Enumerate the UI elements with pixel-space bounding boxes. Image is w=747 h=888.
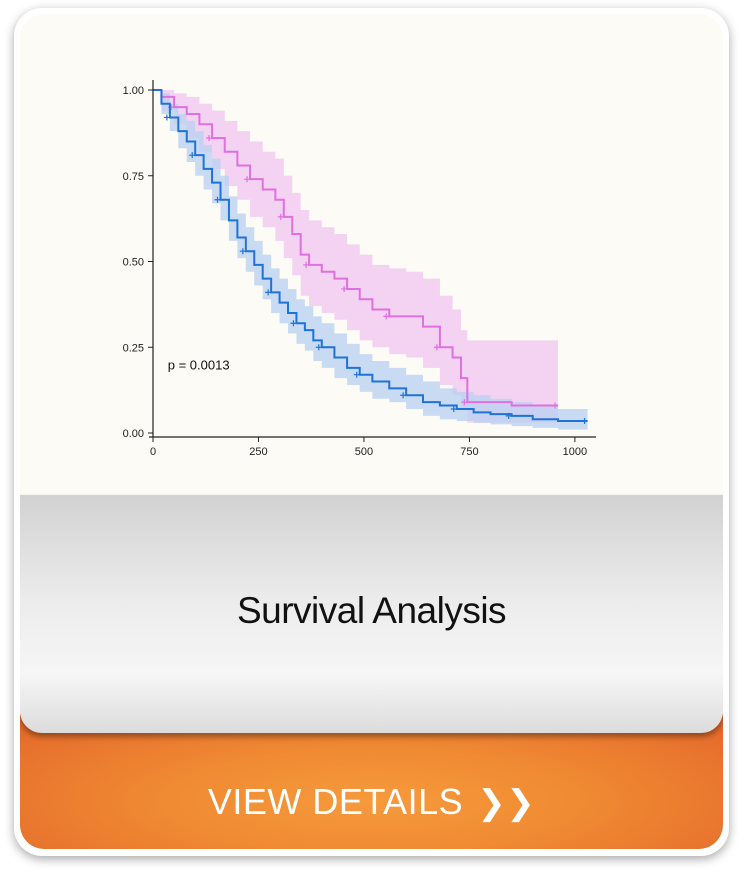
y-tick-label: 1.00 [123,85,144,97]
censor-mark [315,344,322,351]
card-title: Survival Analysis [236,590,507,631]
y-tick-label: 0.50 [123,257,144,269]
censor-mark [189,152,196,159]
x-tick-label: 750 [460,446,478,458]
double-chevron-right-icon: ❯❯ [477,784,536,822]
censor-mark [214,196,221,203]
censor-mark [581,417,588,424]
censor-mark [265,289,272,296]
ci-band-0 [153,90,559,423]
y-tick-label: 0.00 [123,428,144,440]
p-value-annotation: p = 0.0013 [168,358,230,373]
survival-analysis-card: 0.00 0.25 0.50 0.75 1.00 0 250 500 750 1000 p = 0.… [14,8,729,856]
card-inner: 0.00 0.25 0.50 0.75 1.00 0 250 500 750 1000 p = 0.… [20,14,723,849]
censor-mark [239,248,246,255]
x-tick-label: 500 [355,446,373,458]
censor-mark [505,412,512,419]
censor-mark [341,285,348,292]
censor-mark [433,344,440,351]
censor-mark [244,176,251,183]
x-tick-label: 0 [150,446,156,458]
survival-line-0 [153,89,559,407]
view-details-content: VIEW DETAILS ❯❯ [20,781,723,823]
y-tick-label: 0.25 [123,342,144,354]
survival-line-1 [153,89,588,422]
censor-mark [552,402,559,409]
censor-mark [461,399,468,406]
x-tick-label: 1000 [563,446,587,458]
censor-mark [163,114,170,121]
censor-mark [400,392,407,399]
censor-mark [383,313,390,320]
km-survival-chart: 0.00 0.25 0.50 0.75 1.00 0 250 500 750 1000 p = 0.… [123,80,596,458]
censor-mark [303,261,310,268]
censor-mark [290,320,297,327]
censor-mark [353,371,360,378]
ci-band-1 [153,90,588,430]
chart-panel: 0.00 0.25 0.50 0.75 1.00 0 250 500 750 1000 p = 0.… [20,14,723,495]
title-panel: Survival Analysis [20,495,723,733]
view-details-button[interactable]: VIEW DETAILS ❯❯ [20,714,723,849]
x-tick-label: 250 [249,446,267,458]
censor-mark [206,135,213,142]
censor-mark [450,405,457,412]
censor-mark [277,213,284,220]
y-tick-label: 0.75 [123,171,144,183]
view-details-label: VIEW DETAILS [207,781,464,822]
